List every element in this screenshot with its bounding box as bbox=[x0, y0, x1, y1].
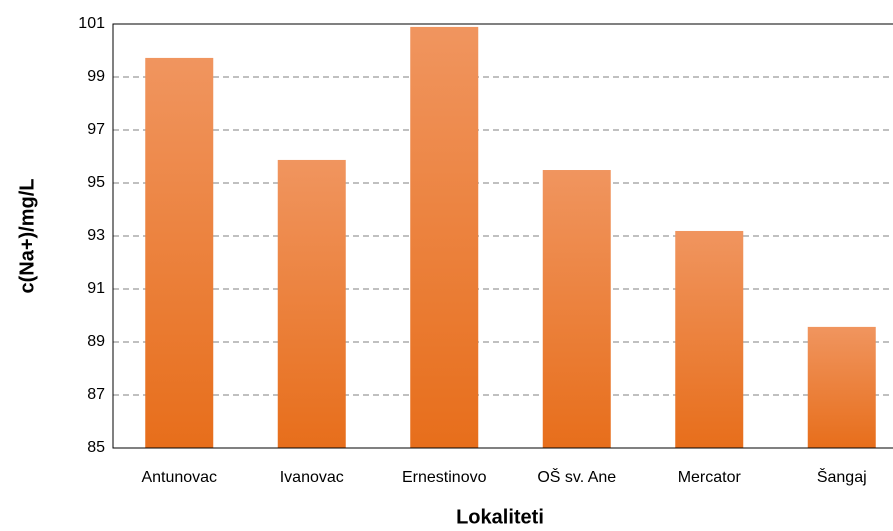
plot-frame bbox=[112, 23, 893, 449]
bar bbox=[675, 230, 744, 448]
x-tick-label: Antunovac bbox=[141, 469, 217, 486]
x-tick-label: OŠ sv. Ane bbox=[537, 467, 616, 486]
x-tick-label: Mercator bbox=[678, 469, 742, 486]
bar bbox=[277, 159, 346, 448]
y-tick-label: 93 bbox=[87, 227, 105, 244]
x-tick-label: Ivanovac bbox=[280, 469, 344, 486]
y-tick-label: 91 bbox=[87, 280, 105, 297]
y-tick-label: 101 bbox=[78, 15, 105, 32]
y-tick-label: 85 bbox=[87, 439, 105, 456]
y-tick-label: 95 bbox=[87, 174, 105, 191]
x-tick-label: Ernestinovo bbox=[402, 469, 487, 486]
x-axis-title: Lokaliteti bbox=[456, 506, 544, 528]
bar bbox=[542, 170, 611, 448]
bar bbox=[807, 326, 876, 448]
y-tick-label: 97 bbox=[87, 121, 105, 138]
x-tick-label: Šangaj bbox=[817, 467, 867, 486]
y-tick-label: 99 bbox=[87, 68, 105, 85]
bar bbox=[145, 57, 214, 449]
bar bbox=[410, 26, 479, 448]
y-tick-label: 87 bbox=[87, 386, 105, 403]
y-tick-label: 89 bbox=[87, 333, 105, 350]
y-axis-title: c(Na+)/mg/L bbox=[16, 178, 38, 293]
